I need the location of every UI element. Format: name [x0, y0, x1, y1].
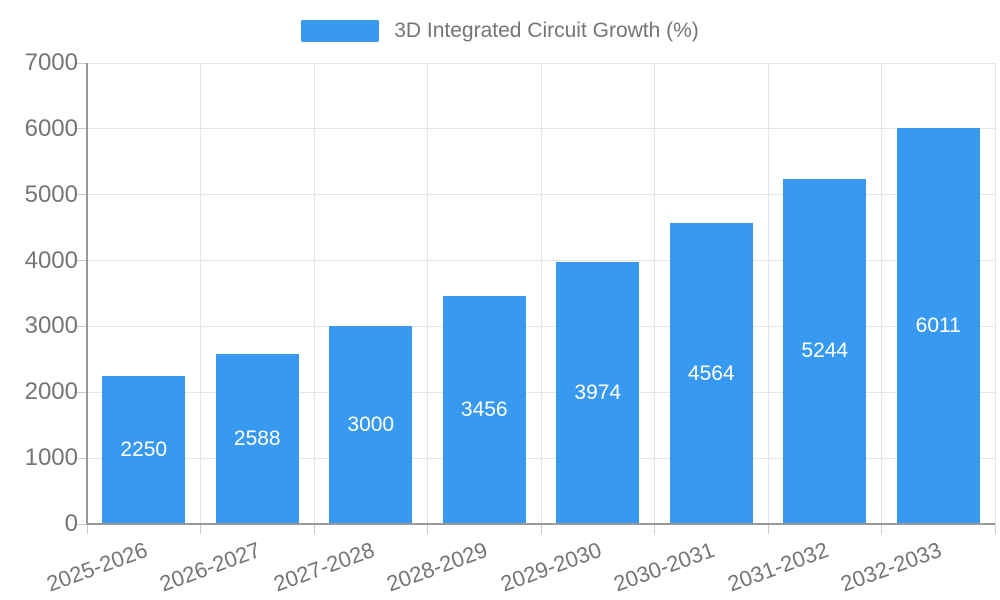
x-axis-tick [881, 524, 882, 534]
x-gridline [313, 63, 315, 524]
y-axis-label: 4000 [24, 246, 78, 274]
x-axis-label: 2025-2026 [42, 537, 151, 597]
y-axis-label: 1000 [24, 444, 78, 472]
y-axis-label: 3000 [24, 312, 78, 340]
chart-legend[interactable]: 3D Integrated Circuit Growth (%) [0, 18, 1000, 44]
x-axis-tick [313, 524, 315, 534]
y-axis-label: 7000 [24, 49, 78, 76]
bar[interactable]: 2588 [215, 353, 299, 524]
x-axis-tick [86, 524, 88, 534]
bar-value-label: 3000 [347, 413, 395, 437]
bar-value-label: 3456 [460, 398, 508, 422]
y-axis-tick [76, 62, 87, 64]
legend-label: 3D Integrated Circuit Growth (%) [394, 19, 699, 42]
bar-value-label: 6011 [915, 314, 961, 338]
bar-value-label: 5244 [801, 339, 849, 363]
y-axis-label: 6000 [24, 114, 78, 142]
y-axis-tick [76, 128, 87, 130]
x-axis-tick [200, 524, 201, 534]
y-axis-tick [76, 523, 87, 525]
x-axis-label: 2028-2029 [383, 537, 491, 597]
bar[interactable]: 4564 [669, 223, 753, 524]
x-axis-tick [427, 524, 428, 534]
bar[interactable]: 6011 [896, 128, 980, 524]
x-gridline [200, 63, 201, 524]
x-gridline [427, 63, 428, 524]
x-axis-line [87, 523, 995, 525]
bar[interactable]: 5244 [783, 178, 867, 524]
x-axis-tick [654, 524, 655, 534]
bar[interactable]: 2250 [102, 375, 186, 524]
x-axis-tick [540, 524, 542, 534]
bar[interactable]: 3456 [442, 296, 526, 524]
y-axis-tick [76, 325, 87, 327]
legend-swatch [301, 20, 380, 42]
x-gridline [654, 63, 655, 524]
x-axis-label: 2032-2033 [837, 537, 945, 597]
y-axis-label: 0 [64, 510, 78, 537]
y-axis-tick [76, 457, 87, 459]
x-gridline [540, 63, 542, 524]
x-axis-tick [994, 524, 996, 534]
y-axis-tick [76, 260, 87, 262]
bar-value-label: 3974 [574, 381, 622, 405]
x-axis-label: 2029-2030 [496, 537, 605, 597]
x-axis-label: 2026-2027 [156, 537, 264, 597]
bar[interactable]: 3974 [556, 262, 640, 524]
y-axis-line [86, 63, 88, 525]
bar-value-label: 2250 [120, 437, 168, 461]
y-axis-label: 2000 [24, 378, 78, 406]
y-axis-tick [76, 194, 87, 196]
x-gridline [994, 63, 996, 524]
y-axis-tick [76, 391, 87, 393]
bar-value-label: 4564 [687, 361, 735, 385]
x-gridline [881, 63, 882, 524]
y-axis-label: 5000 [24, 180, 78, 208]
bar[interactable]: 3000 [329, 326, 413, 524]
x-gridline [767, 63, 769, 524]
bar-value-label: 2588 [233, 426, 281, 450]
x-axis-label: 2027-2028 [269, 537, 378, 597]
x-axis-tick [767, 524, 769, 534]
x-axis-label: 2030-2031 [610, 537, 718, 597]
x-axis-label: 2031-2032 [723, 537, 832, 597]
